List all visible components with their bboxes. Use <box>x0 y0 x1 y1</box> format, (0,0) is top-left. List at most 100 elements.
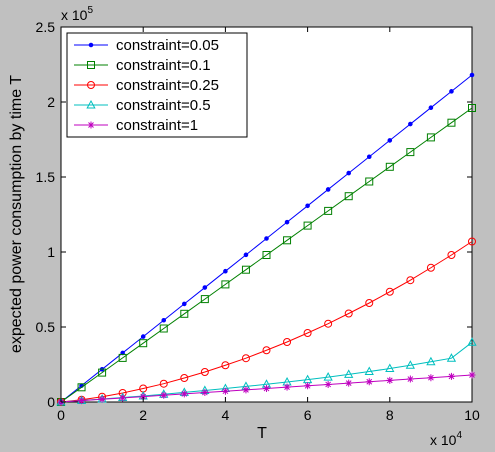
y-tick-label: 2 <box>47 94 55 110</box>
data-point <box>200 295 209 304</box>
data-point <box>428 105 434 110</box>
legend-marker <box>88 42 94 48</box>
data-point <box>78 397 86 405</box>
legend-marker <box>87 61 95 69</box>
data-point <box>161 317 167 323</box>
series-line <box>60 241 473 403</box>
data-point <box>263 385 270 392</box>
x-tick-label: 10 <box>464 407 480 423</box>
data-point <box>159 324 168 333</box>
legend-item: constraint=0.05 <box>74 37 219 54</box>
data-point <box>447 251 456 259</box>
data-point <box>118 353 127 362</box>
data-point <box>140 334 146 339</box>
data-point <box>366 154 372 160</box>
data-point <box>385 287 394 296</box>
legend-items: constraint=0.05 constraint=0.1 constraint=… <box>74 37 219 134</box>
y-multiplier: x 105 <box>61 5 93 23</box>
data-point <box>344 192 353 201</box>
data-point <box>221 280 230 289</box>
data-point <box>468 104 476 112</box>
legend: constraint=0.05 constraint=0.1 constraint=… <box>66 32 248 138</box>
y-tick-label: 2.5 <box>36 19 56 35</box>
series-layer <box>56 72 477 406</box>
data-point <box>426 356 436 366</box>
data-point <box>98 395 106 403</box>
data-point <box>408 121 413 127</box>
data-point <box>386 376 394 384</box>
x-tick-label: 2 <box>139 407 147 423</box>
data-point <box>119 394 127 402</box>
data-point <box>180 390 188 398</box>
x-multiplier-base: x 10 <box>430 432 457 448</box>
data-point <box>344 369 354 378</box>
data-point <box>264 236 269 241</box>
legend-label: constraint=1 <box>116 117 198 134</box>
legend-marker <box>87 121 95 129</box>
data-point <box>446 353 457 362</box>
data-point <box>303 221 312 230</box>
data-point <box>305 203 310 209</box>
data-point <box>449 89 454 94</box>
data-point <box>365 299 374 307</box>
data-point <box>324 319 333 328</box>
x-multiplier-exponent: 4 <box>456 430 462 441</box>
legend-item: constraint=1 <box>74 117 198 134</box>
data-point <box>283 383 291 391</box>
data-point <box>468 371 476 379</box>
y-tick-label: 1.5 <box>36 169 56 185</box>
y-axis-label: expected power consumption by time T <box>8 75 25 353</box>
data-point <box>324 380 332 388</box>
data-point <box>180 309 189 318</box>
data-point <box>467 337 477 346</box>
y-tick-label: 1 <box>47 244 55 260</box>
data-point <box>201 389 209 397</box>
data-point <box>427 374 435 382</box>
data-point <box>405 360 415 369</box>
data-point <box>200 368 209 376</box>
x-tick-label: 4 <box>222 407 230 423</box>
data-point <box>469 72 475 78</box>
x-tick-label: 6 <box>304 407 312 423</box>
data-point <box>426 133 435 142</box>
series-5 <box>57 371 476 406</box>
x-axis-label: T <box>257 425 267 442</box>
data-point <box>223 268 228 274</box>
data-point <box>447 372 455 380</box>
data-point <box>262 251 271 259</box>
data-point <box>262 346 271 355</box>
data-point <box>447 118 456 127</box>
data-point <box>139 339 148 348</box>
x-tick-label: 8 <box>386 407 394 423</box>
data-point <box>323 372 333 381</box>
data-point <box>139 393 147 401</box>
data-point <box>98 368 107 377</box>
data-point <box>160 391 168 399</box>
legend-item: constraint=0.5 <box>74 97 211 114</box>
legend-label: constraint=0.05 <box>116 37 219 54</box>
data-point <box>241 265 250 274</box>
data-point <box>324 206 333 215</box>
data-point <box>365 177 374 186</box>
data-point <box>325 187 331 192</box>
data-point <box>241 354 250 363</box>
data-point <box>406 276 415 285</box>
y-axis-ticks: 0 0.5 1 1.5 2 2.5 <box>36 19 472 410</box>
data-point <box>344 309 353 318</box>
data-point <box>304 382 312 390</box>
y-tick-label: 0 <box>47 394 55 410</box>
data-point <box>243 252 249 258</box>
data-point <box>159 379 168 388</box>
data-point <box>385 363 395 373</box>
y-multiplier-base: x 10 <box>61 7 88 23</box>
data-point <box>346 170 352 176</box>
x-multiplier: x 104 <box>430 430 462 448</box>
data-point <box>283 236 292 245</box>
data-point <box>182 301 187 307</box>
data-point <box>77 383 86 392</box>
x-axis-ticks: 0 2 4 6 8 10 <box>57 27 480 423</box>
legend-item: constraint=0.1 <box>74 57 211 74</box>
data-point <box>180 374 189 382</box>
data-point <box>406 148 415 157</box>
